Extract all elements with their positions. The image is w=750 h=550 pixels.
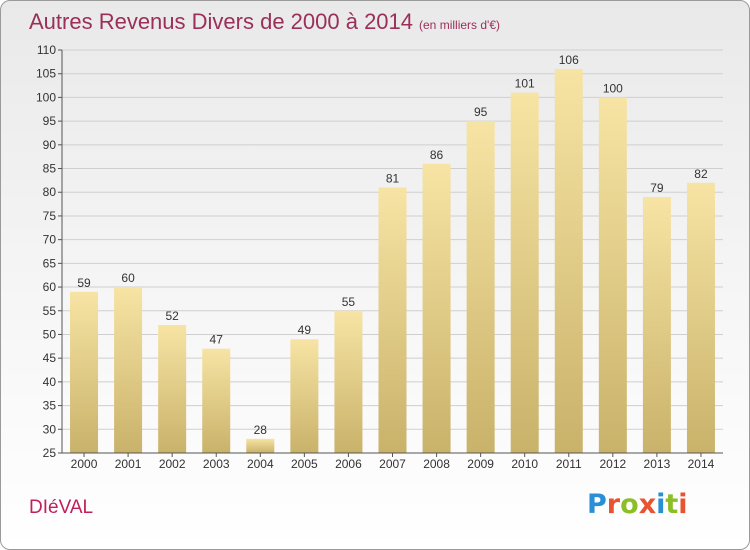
y-tick-label: 100 (36, 90, 56, 104)
x-tick-label: 2005 (291, 457, 318, 471)
commune-name: DIéVAL (29, 497, 94, 518)
bar (642, 196, 671, 453)
bar (202, 348, 231, 453)
y-tick-label: 55 (43, 304, 57, 318)
y-tick-label: 85 (43, 162, 57, 176)
x-tick-label: 2000 (71, 457, 98, 471)
x-tick-label: 2001 (115, 457, 142, 471)
y-tick-label: 105 (36, 67, 56, 81)
x-tick-label: 2003 (203, 457, 230, 471)
value-labels: 59 60 52 47 28 49 55 81 86 95 101 106 100 79 82 (77, 53, 708, 437)
bar (378, 187, 407, 453)
bar-value-label: 79 (650, 181, 664, 195)
bar (466, 121, 495, 453)
y-tick-label: 35 (43, 399, 57, 413)
bar (334, 310, 363, 453)
bar-value-label: 106 (559, 53, 579, 67)
bar-value-label: 55 (342, 295, 356, 309)
chart-title-unit: (en milliers d'€) (419, 18, 500, 32)
bar (686, 182, 715, 454)
x-tick-label: 2013 (644, 457, 671, 471)
bar-value-label: 47 (210, 333, 224, 347)
x-tick-label: 2004 (247, 457, 274, 471)
bar (70, 291, 99, 453)
bar-value-label: 86 (430, 148, 444, 162)
bar (598, 97, 627, 453)
y-tick-label: 50 (43, 327, 57, 341)
bar (158, 324, 187, 453)
brand-letter: r (606, 489, 621, 520)
brand-letter: i (656, 489, 666, 520)
bar-value-label: 101 (515, 77, 535, 91)
y-tick-label: 30 (43, 422, 57, 436)
y-tick-label: 95 (43, 114, 57, 128)
bar (246, 438, 275, 453)
brand-logo: Proxiti (587, 489, 688, 520)
y-tick-label: 65 (43, 256, 57, 270)
bars (70, 68, 715, 454)
x-tick-label: 2008 (423, 457, 450, 471)
brand-letter: t (665, 489, 679, 520)
bar (422, 163, 451, 453)
y-tick-label: 90 (43, 138, 57, 152)
y-tick-label: 110 (37, 43, 56, 57)
x-tick-label: 2009 (467, 457, 494, 471)
chart-title-main: Autres Revenus Divers de 2000 à 2014 (29, 9, 414, 34)
bar-value-label: 60 (121, 271, 135, 285)
x-tick-label: 2002 (159, 457, 186, 471)
bar-value-label: 59 (77, 276, 91, 290)
brand-letter: o (620, 489, 639, 520)
x-tick-label: 2011 (556, 457, 582, 471)
bar (290, 339, 319, 453)
bar-value-label: 82 (694, 167, 708, 181)
y-tick-label: 45 (43, 351, 57, 365)
bar (554, 68, 583, 453)
x-tick-label: 2006 (335, 457, 362, 471)
bar-value-label: 28 (254, 423, 268, 437)
bar (510, 92, 539, 453)
y-tick-label: 60 (43, 280, 57, 294)
x-tick-label: 2014 (688, 457, 715, 471)
chart-title: Autres Revenus Divers de 2000 à 2014 (en … (29, 9, 500, 35)
y-tick-label: 25 (43, 446, 57, 460)
bar-value-label: 52 (165, 309, 179, 323)
bar (114, 287, 143, 453)
bar-value-label: 100 (603, 81, 623, 95)
axes: 25 30 35 40 45 50 55 60 65 70 75 80 85 90 95 100 105 110 2… (36, 43, 723, 471)
y-tick-label: 40 (43, 375, 57, 389)
y-tick-label: 80 (43, 185, 57, 199)
bar-value-label: 49 (298, 323, 312, 337)
x-tick-label: 2012 (599, 457, 626, 471)
brand-letter: P (587, 489, 607, 520)
y-tick-label: 75 (43, 209, 57, 223)
y-tick-label: 70 (43, 233, 57, 247)
brand-letter: x (638, 489, 657, 520)
x-tick-label: 2010 (511, 457, 538, 471)
bar-value-label: 95 (474, 105, 488, 119)
bar-value-label: 81 (386, 171, 400, 185)
x-tick-label: 2007 (379, 457, 406, 471)
brand-letter: i (678, 489, 688, 520)
